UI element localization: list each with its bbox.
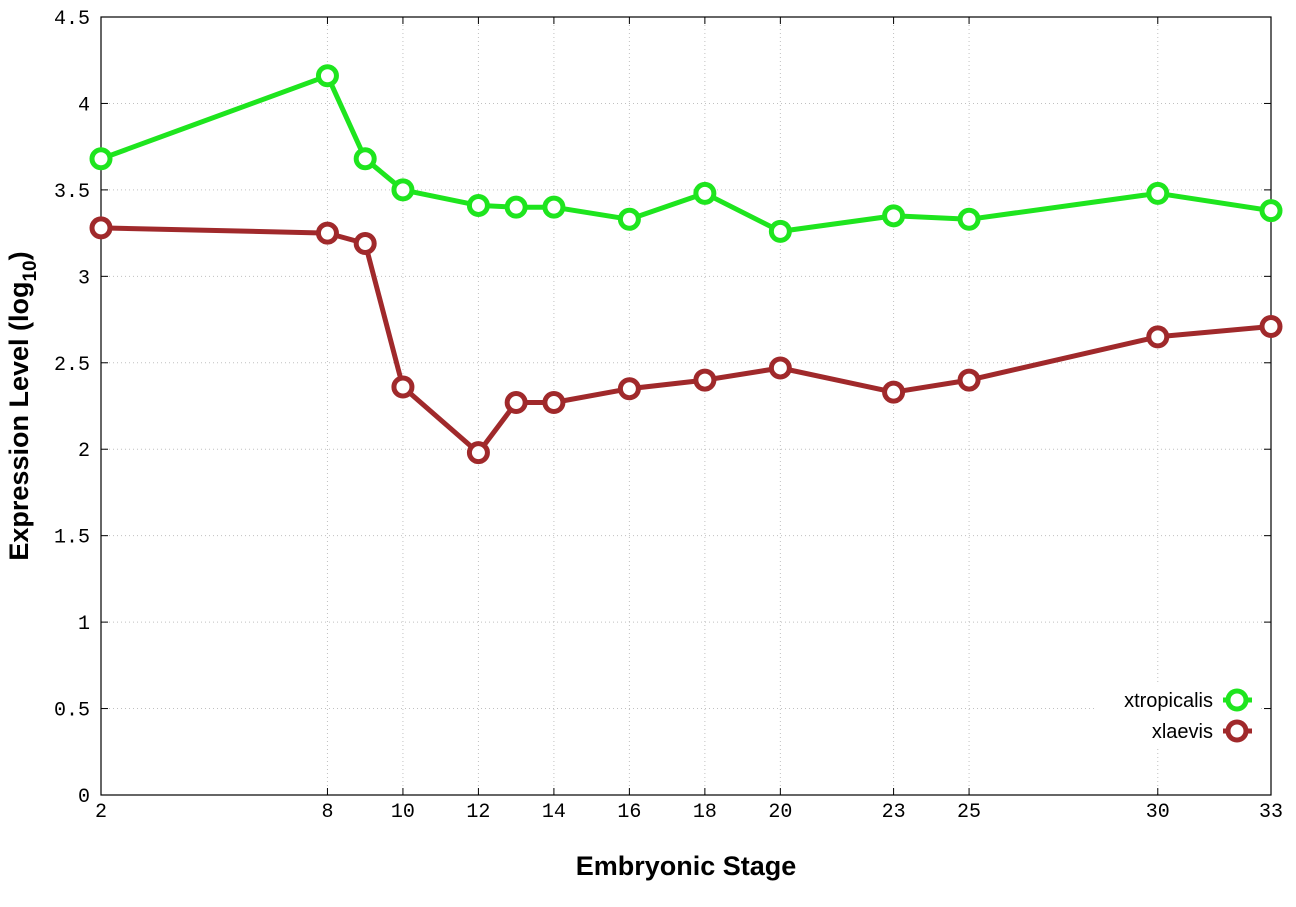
- series-group: [89, 64, 1283, 465]
- data-point-xtropicalis: [89, 147, 113, 171]
- series-xtropicalis: [89, 64, 1283, 243]
- y-tick-label: 2: [78, 440, 90, 463]
- legend-entry-xlaevis: xlaevis: [1152, 719, 1252, 743]
- legend-entry-xtropicalis: xtropicalis: [1124, 688, 1252, 712]
- legend-label-xtropicalis: xtropicalis: [1124, 690, 1213, 712]
- series-line-xlaevis: [98, 225, 1274, 456]
- grid: [101, 17, 1271, 795]
- data-point-xtropicalis: [391, 178, 415, 202]
- x-tick-label: 18: [693, 801, 717, 824]
- data-point-xlaevis: [315, 221, 339, 245]
- data-point-xlaevis: [1146, 325, 1170, 349]
- x-tick-label: 20: [768, 801, 792, 824]
- x-tick-label: 16: [617, 801, 641, 824]
- legend-marker-xlaevis: [1225, 719, 1249, 743]
- y-axis-title-main: Expression Level (log: [4, 282, 34, 561]
- legend: xtropicalis xlaevis: [1095, 682, 1260, 748]
- data-point-xlaevis: [768, 356, 792, 380]
- data-point-xtropicalis: [353, 147, 377, 171]
- y-tick-label: 0.5: [54, 700, 90, 723]
- data-point-xtropicalis: [957, 207, 981, 231]
- x-tick-label: 8: [321, 801, 333, 824]
- data-point-xlaevis: [1259, 314, 1283, 338]
- data-point-xlaevis: [617, 377, 641, 401]
- data-point-xlaevis: [466, 441, 490, 465]
- x-tick-label: 14: [542, 801, 566, 824]
- x-tick-label: 10: [391, 801, 415, 824]
- data-point-xlaevis: [957, 368, 981, 392]
- x-tick-label: 33: [1259, 801, 1283, 824]
- x-axis-title: Embryonic Stage: [576, 851, 797, 881]
- y-tick-label: 1.5: [54, 527, 90, 550]
- legend-label-xlaevis: xlaevis: [1152, 721, 1213, 743]
- data-point-xtropicalis: [617, 207, 641, 231]
- data-point-xlaevis: [89, 216, 113, 240]
- data-point-xlaevis: [353, 231, 377, 255]
- x-tick-label: 30: [1146, 801, 1170, 824]
- y-tick-label: 3: [78, 267, 90, 290]
- data-point-xlaevis: [542, 391, 566, 415]
- y-axis-title: Expression Level (log10): [4, 251, 41, 560]
- data-point-xlaevis: [882, 380, 906, 404]
- legend-marker-xtropicalis: [1225, 688, 1249, 712]
- series-line-xtropicalis: [98, 73, 1274, 234]
- axis-ticks: 2 8 10 12 14 16 18 20 23 25 30 33 0 0.5 1 1.5 2 2.5 3 3.5 4 4…: [54, 8, 1283, 824]
- data-point-xtropicalis: [882, 204, 906, 228]
- y-tick-label: 0: [78, 786, 90, 809]
- data-point-xtropicalis: [504, 195, 528, 219]
- series-xlaevis: [89, 216, 1283, 465]
- y-axis-title-close: ): [4, 251, 34, 260]
- data-point-xlaevis: [693, 368, 717, 392]
- x-tick-label: 25: [957, 801, 981, 824]
- plot-frame: [100, 16, 1272, 796]
- y-axis-title-subscript: 10: [20, 260, 41, 281]
- y-tick-label: 1: [78, 613, 90, 636]
- data-point-xtropicalis: [1146, 181, 1170, 205]
- y-tick-label: 3.5: [54, 181, 90, 204]
- x-tick-label: 23: [882, 801, 906, 824]
- data-point-xtropicalis: [315, 64, 339, 88]
- data-point-xlaevis: [391, 375, 415, 399]
- y-tick-label: 2.5: [54, 354, 90, 377]
- data-point-xtropicalis: [768, 219, 792, 243]
- x-tick-label: 12: [466, 801, 490, 824]
- data-point-xtropicalis: [542, 195, 566, 219]
- data-point-xtropicalis: [466, 193, 490, 217]
- data-point-xtropicalis: [1259, 199, 1283, 223]
- data-point-xlaevis: [504, 391, 528, 415]
- x-tick-label: 2: [95, 801, 107, 824]
- y-tick-label: 4: [78, 94, 90, 117]
- data-point-xtropicalis: [693, 181, 717, 205]
- y-tick-label: 4.5: [54, 8, 90, 31]
